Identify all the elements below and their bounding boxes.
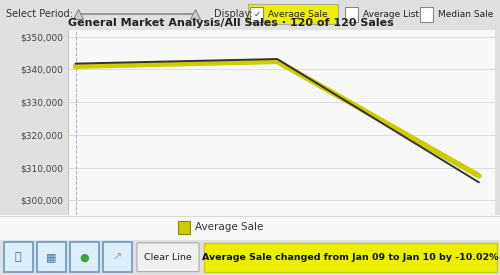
FancyBboxPatch shape (345, 7, 358, 22)
Text: ⌖: ⌖ (14, 252, 21, 262)
Text: Average Sale changed from Jan 09 to Jan 10 by -10.02%: Average Sale changed from Jan 09 to Jan … (202, 253, 498, 262)
FancyBboxPatch shape (0, 215, 500, 240)
FancyBboxPatch shape (178, 221, 190, 234)
FancyBboxPatch shape (420, 7, 433, 22)
FancyBboxPatch shape (0, 240, 500, 275)
Text: Average List: Average List (363, 10, 419, 19)
Text: Average Sale: Average Sale (268, 10, 328, 19)
Text: Average Sale: Average Sale (195, 222, 264, 232)
FancyBboxPatch shape (70, 242, 98, 272)
FancyBboxPatch shape (4, 242, 32, 272)
Text: Display:: Display: (214, 9, 253, 20)
Text: Clear Line: Clear Line (144, 253, 192, 262)
Text: ●: ● (79, 252, 89, 262)
Text: ↗: ↗ (112, 252, 122, 262)
Text: General Market Analysis/All Sales · 120 of 120 Sales: General Market Analysis/All Sales · 120 … (68, 18, 393, 28)
Text: Median Sale: Median Sale (438, 10, 494, 19)
Text: ✓: ✓ (254, 10, 260, 19)
Text: Select Period:: Select Period: (6, 9, 73, 20)
FancyBboxPatch shape (204, 243, 497, 272)
FancyBboxPatch shape (36, 242, 66, 272)
Text: ▦: ▦ (46, 252, 56, 262)
FancyBboxPatch shape (102, 242, 132, 272)
FancyBboxPatch shape (248, 4, 338, 24)
FancyBboxPatch shape (250, 7, 263, 22)
FancyBboxPatch shape (137, 243, 199, 272)
